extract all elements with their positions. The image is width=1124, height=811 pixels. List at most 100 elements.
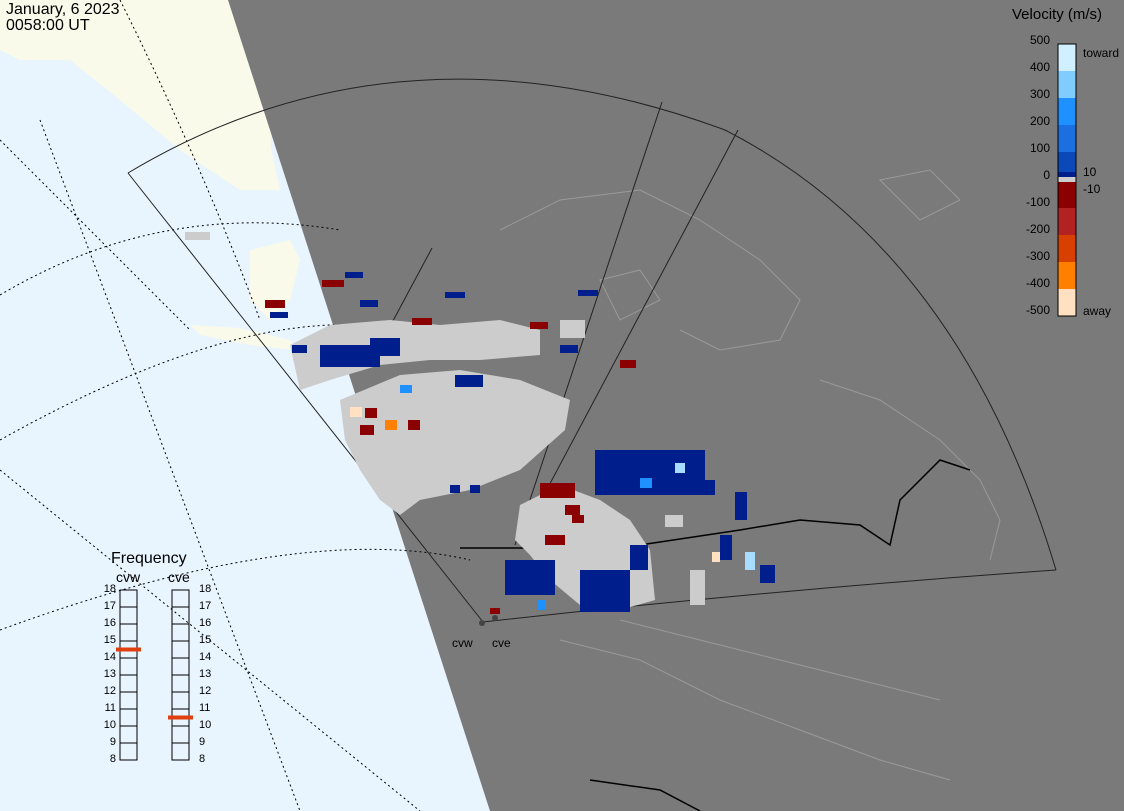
cvw-freq-tick: 18 — [103, 583, 116, 595]
cb-tick-label: -200 — [1025, 222, 1050, 236]
cve-freq-tick: 8 — [199, 753, 206, 765]
cve-freq-tick: 11 — [199, 702, 211, 714]
fov-beam-line — [519, 129, 739, 541]
cb-tick-label: -400 — [1025, 276, 1050, 290]
night-terminator-shade — [228, 0, 1124, 811]
cb-swatch — [1058, 152, 1076, 172]
velocity-gate — [322, 280, 344, 287]
fov-outer-arc — [127, 78, 1057, 571]
velocity-gate — [560, 345, 578, 353]
cb-tick-label: -100 — [1025, 195, 1050, 209]
cb-swatch — [1058, 172, 1076, 177]
cve-freq-tick: 13 — [199, 668, 212, 680]
velocity-gate — [385, 420, 397, 430]
velocity-gate — [595, 450, 705, 495]
velocity-away-gates — [265, 280, 636, 614]
cve-freq-tick: 12 — [199, 685, 212, 697]
cvw-freq-tick: 11 — [104, 702, 116, 714]
velocity-max-toward-gates — [675, 463, 755, 570]
cb-swatch — [1058, 98, 1076, 125]
velocity-gate — [640, 478, 652, 488]
cb-tick-label: 200 — [1029, 114, 1050, 128]
cb-tick-label: 500 — [1029, 33, 1050, 47]
fov-west-edge — [127, 172, 484, 623]
cvw-freq-tick: 9 — [109, 736, 116, 748]
cve-frequency-marker — [168, 715, 193, 720]
cve-freq-tick: 15 — [199, 634, 212, 646]
velocity-gate — [580, 570, 630, 612]
velocity-gate — [265, 300, 285, 308]
cvw-site-label: cvw — [452, 636, 473, 650]
cb-tick-label: 300 — [1029, 87, 1050, 101]
southern-border — [589, 779, 701, 811]
cvw-freq-tick: 15 — [103, 634, 116, 646]
velocity-gate — [455, 375, 483, 387]
velocity-gate — [370, 338, 400, 356]
cvw-freq-tick: 14 — [103, 651, 116, 663]
velocity-gate — [360, 300, 378, 307]
scatter-band — [290, 320, 540, 390]
cb-swatch — [1058, 125, 1076, 152]
velocity-gate — [320, 345, 380, 367]
away-label: away — [1083, 304, 1112, 318]
coastlines — [499, 169, 1001, 781]
velocity-gate — [565, 505, 580, 515]
cb-near-zero-label: -10 — [1083, 182, 1101, 196]
cb-tick-label: 0 — [1043, 168, 1050, 182]
longitude-line — [119, 0, 261, 321]
cb-tick-label: -500 — [1025, 303, 1050, 317]
cvw-freq-tick: 17 — [103, 600, 116, 612]
cvw-freq-label: cvw — [116, 569, 141, 585]
cve-freq-tick: 10 — [199, 719, 212, 731]
north-land — [0, 0, 280, 190]
cve-site-label: cve — [492, 636, 511, 650]
longitude-line — [0, 139, 191, 331]
velocity-gate — [365, 408, 377, 418]
radar-site-cve — [492, 615, 498, 621]
velocity-gate — [350, 407, 362, 417]
velocity-gate — [400, 385, 412, 393]
velocity-fast-toward-gates — [400, 385, 652, 610]
latitude-line — [0, 548, 471, 631]
radar-site-cvw — [479, 620, 485, 626]
latitude-line — [0, 222, 341, 296]
cb-frame — [1057, 43, 1077, 317]
velocity-gate — [720, 535, 732, 560]
cb-near-zero-label: 10 — [1083, 165, 1097, 179]
scatter-gate — [665, 515, 683, 527]
velocity-gate — [760, 565, 775, 583]
longitude-line — [39, 119, 301, 811]
velocity-gate — [545, 535, 565, 545]
velocity-gate — [445, 292, 465, 298]
radar-fov-outline — [127, 78, 1057, 623]
cve-freq-label: cve — [168, 569, 190, 585]
fov-beam-line — [514, 101, 663, 546]
cb-tick-label: 100 — [1029, 141, 1050, 155]
cb-swatch — [1058, 262, 1076, 289]
scatter-gate — [690, 570, 705, 605]
cb-tick-label: 400 — [1029, 60, 1050, 74]
cb-swatch — [1058, 208, 1076, 235]
cb-swatch — [1058, 71, 1076, 98]
cve-freq-tick: 9 — [199, 736, 206, 748]
cve-freq-tick: 17 — [199, 600, 212, 612]
velocity-gate — [345, 272, 363, 278]
cvw-freq-ticks — [120, 606, 137, 744]
velocity-gate — [505, 560, 555, 595]
time-label: 0058:00 UT — [6, 17, 90, 34]
velocity-gate — [450, 485, 460, 493]
velocity-gate — [408, 420, 420, 430]
cvw-freq-tick: 13 — [103, 668, 116, 680]
velocity-gate — [572, 515, 584, 523]
cvw-freq-tick: 8 — [109, 753, 116, 765]
velocity-fast-away-gates — [385, 420, 397, 430]
velocity-gate — [270, 312, 288, 318]
cvw-frequency-marker — [116, 647, 141, 652]
velocity-gate — [530, 322, 548, 329]
cb-swatch — [1058, 177, 1076, 182]
fov-south-edge — [482, 569, 1057, 623]
date-label: January, 6 2023 — [6, 1, 120, 18]
cve-freq-tick: 14 — [199, 651, 212, 663]
